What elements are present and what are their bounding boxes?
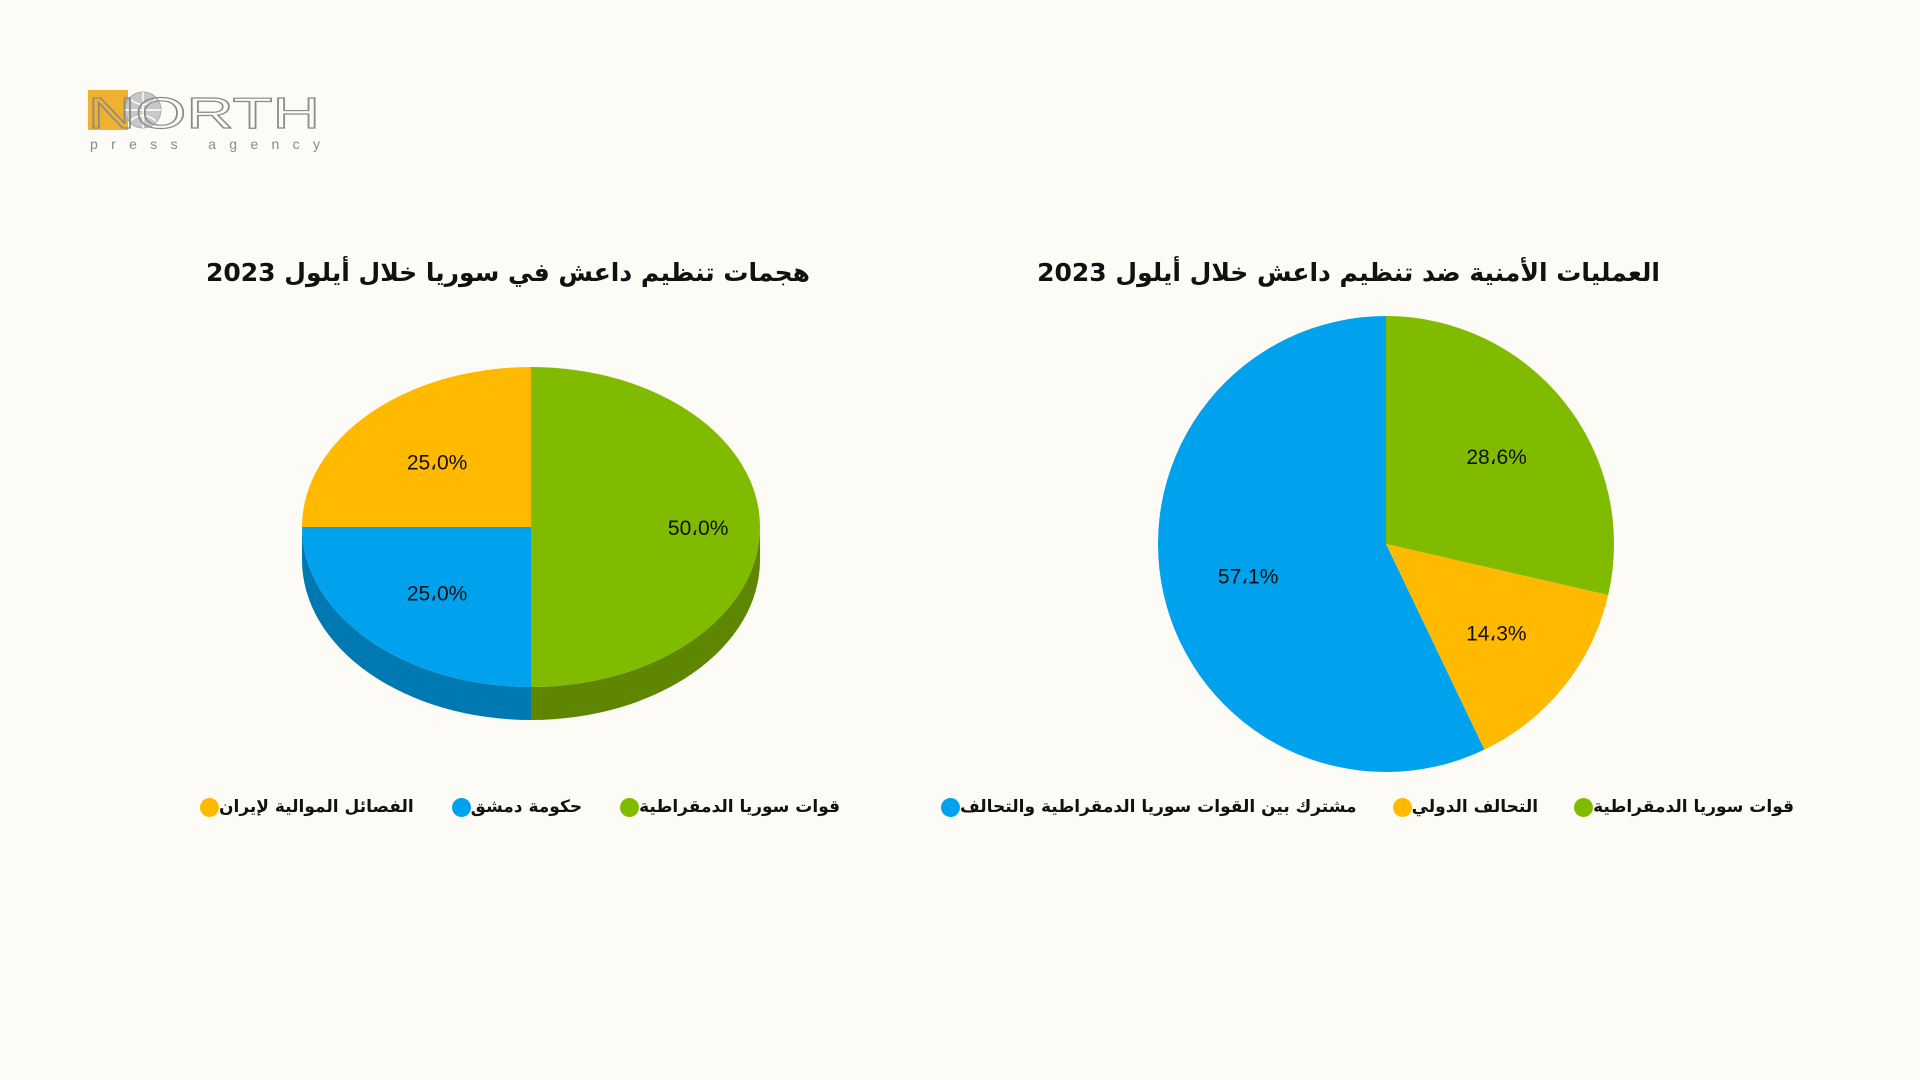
pie-data-label-0: 28،6% — [1466, 446, 1527, 469]
legend-label: قوات سوريا الدمقراطية — [1593, 797, 1794, 817]
legend-label: حكومة دمشق — [470, 797, 583, 817]
chart-title-attacks: هجمات تنظيم داعش في سوريا خلال أيلول 202… — [205, 258, 810, 287]
legend-swatch — [200, 797, 219, 817]
legend-label: الفصائل الموالية لإيران — [219, 797, 414, 817]
pie-data-label-1: 14،3% — [1466, 622, 1527, 645]
pie-data-label-2: 57،1% — [1218, 565, 1279, 588]
legend-swatch — [620, 797, 640, 817]
pie-3d-sides — [302, 527, 760, 720]
legend-item: الفصائل الموالية لإيران — [190, 797, 414, 817]
pie-slice-1 — [302, 527, 531, 687]
pie-2d-slices — [1157, 316, 1614, 772]
legend-item: مشترك بين القوات سوريا الدمقراطية والتحا… — [931, 797, 1357, 817]
legend-swatch — [1574, 797, 1594, 817]
pie-data-label-1: 25،0% — [407, 583, 468, 606]
logo-globe-lines — [125, 92, 161, 128]
logo-n-square — [88, 90, 128, 130]
legend-label: التحالف الدولي — [1411, 797, 1539, 817]
chart-title-operations: العمليات الأمنية ضد تنظيم داعش خلال أيلو… — [1037, 258, 1660, 287]
legend-item: قوات سوريا الدمقراطية — [1564, 797, 1794, 817]
pie-data-label-2: 25،0% — [407, 451, 468, 474]
legend-swatch — [1392, 797, 1412, 817]
pie-slice-2 — [302, 367, 531, 527]
north-press-logo: NORTH press agency — [87, 88, 320, 152]
legend-item: حكومة دمشق — [442, 797, 582, 817]
legend-item: التحالف الدولي — [1383, 797, 1539, 817]
legend-swatch — [451, 797, 471, 817]
legend-swatch — [941, 797, 961, 817]
legend-attacks: قوات سوريا الدمقراطية حكومة دمشق الفصائل ا… — [162, 794, 840, 820]
legend-label: مشترك بين القوات سوريا الدمقراطية والتحا… — [960, 797, 1357, 817]
pie-slice-side-0 — [531, 527, 760, 720]
legend-label: قوات سوريا الدمقراطية — [639, 797, 840, 817]
pie-slice-0 — [1386, 316, 1614, 596]
pie-slice-side-1 — [302, 527, 531, 720]
legend-operations: قوات سوريا الدمقراطية التحالف الدولي مشترك… — [905, 794, 1794, 820]
logo-tagline: press agency — [90, 136, 320, 152]
pie-slice-1 — [1386, 544, 1609, 750]
pie-3d-top — [302, 367, 760, 687]
pie-data-label-0: 50،0% — [668, 517, 729, 540]
pie-slice-0 — [531, 367, 760, 687]
legend-item: قوات سوريا الدمقراطية — [610, 797, 840, 817]
pie-slice-2 — [1157, 316, 1485, 772]
logo-wordmark: NORTH — [88, 89, 320, 138]
